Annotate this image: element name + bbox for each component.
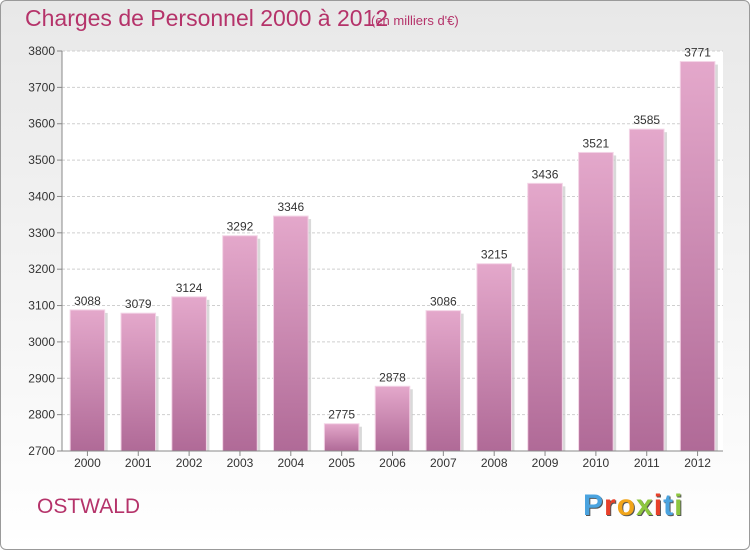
brand-letter: i — [653, 489, 664, 522]
bar — [273, 215, 309, 452]
bar — [171, 296, 207, 452]
data-label: 3292 — [227, 220, 254, 234]
data-label: 3436 — [532, 167, 559, 181]
axes: 2700 2800 2900 3000 3100 3200 3300 3400 3500 3600… — [28, 44, 723, 470]
y-tick-label: 2700 — [28, 444, 55, 458]
chart-subtitle: (en milliers d'€) — [371, 13, 459, 28]
data-label: 3521 — [583, 136, 610, 150]
data-label: 2878 — [379, 370, 406, 384]
brand-letter: P — [583, 489, 605, 522]
y-tick-label: 3800 — [28, 44, 55, 58]
x-tick-label: 2003 — [227, 456, 254, 470]
y-tick-label: 3700 — [28, 80, 55, 94]
x-tick-label: 2005 — [328, 456, 355, 470]
y-tick-label: 2800 — [28, 408, 55, 422]
x-tick-label: 2008 — [481, 456, 508, 470]
bar — [425, 310, 462, 452]
data-label: 3124 — [176, 281, 203, 295]
brand-letter: t — [663, 489, 675, 522]
x-tick-label: 2010 — [583, 456, 610, 470]
commune-name: OSTWALD — [37, 495, 141, 518]
x-tick-label: 2004 — [277, 456, 304, 470]
brand-letter: x — [636, 489, 654, 522]
y-tick-label: 3400 — [28, 189, 55, 203]
brand-letter: r — [604, 489, 617, 522]
bar — [578, 151, 614, 452]
x-tick-label: 2000 — [74, 456, 101, 470]
proxiti-logo: Proxiti — [583, 489, 683, 523]
bar — [679, 61, 716, 452]
brand-letter: i — [674, 489, 684, 522]
y-tick-label: 3200 — [28, 262, 55, 276]
data-label: 3086 — [430, 295, 457, 309]
brand-letter: o — [616, 489, 637, 522]
bar — [69, 309, 106, 452]
x-tick-label: 2011 — [634, 456, 660, 470]
bar — [476, 263, 512, 452]
data-label: 3771 — [684, 46, 711, 60]
y-tick-label: 3000 — [28, 335, 55, 349]
bar — [628, 128, 665, 452]
data-label: 3215 — [481, 248, 508, 262]
bar — [222, 235, 258, 452]
data-label: 3346 — [277, 200, 304, 214]
y-tick-label: 3300 — [28, 226, 55, 240]
data-label: 3079 — [125, 297, 152, 311]
data-labels: 3088 3079 3124 3292 3346 2775 2878 3086 3215 3436… — [74, 46, 711, 422]
y-tick-label: 3600 — [28, 117, 55, 131]
bar — [527, 182, 563, 452]
y-tick-label: 3100 — [28, 299, 55, 313]
x-tick-label: 2012 — [684, 456, 711, 470]
bar — [374, 385, 411, 452]
y-tick-label: 2900 — [28, 371, 55, 385]
bar — [120, 312, 157, 452]
bar — [323, 423, 360, 452]
x-tick-label: 2009 — [532, 456, 559, 470]
data-label: 2775 — [328, 408, 355, 422]
x-tick-label: 2007 — [430, 456, 457, 470]
x-tick-label: 2002 — [176, 456, 203, 470]
data-label: 3585 — [633, 113, 660, 127]
bars — [69, 61, 718, 452]
y-tick-label: 3500 — [28, 153, 55, 167]
data-label: 3088 — [74, 294, 101, 308]
x-tick-label: 2001 — [125, 456, 152, 470]
x-tick-label: 2006 — [379, 456, 406, 470]
chart-title: Charges de Personnel 2000 à 2012 — [25, 5, 389, 31]
